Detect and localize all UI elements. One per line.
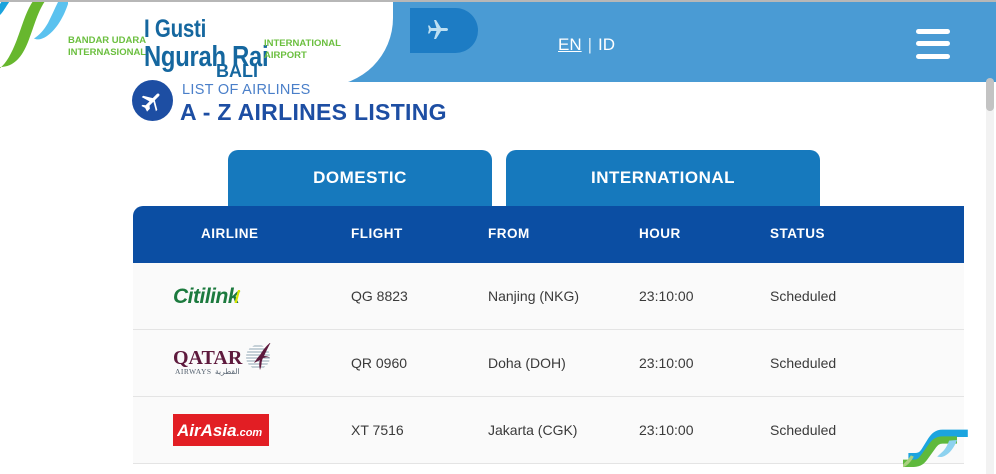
svg-text:QATAR: QATAR [173, 347, 243, 369]
svg-text:Citilink: Citilink [173, 285, 241, 308]
svg-text:AirAsia.com: AirAsia.com [177, 421, 262, 440]
svg-text:القطرية: القطرية [215, 367, 240, 376]
svg-text:AIRWAYS: AIRWAYS [175, 367, 212, 376]
